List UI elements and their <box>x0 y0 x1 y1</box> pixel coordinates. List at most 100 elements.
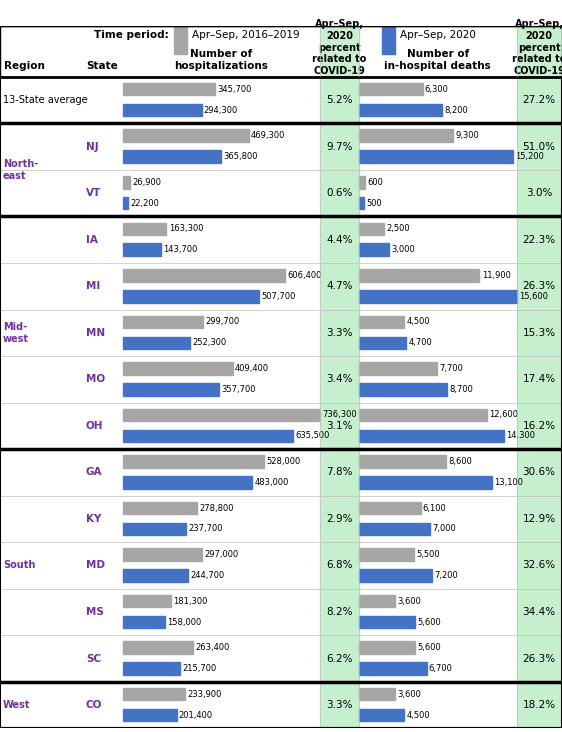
Text: 6,100: 6,100 <box>423 504 447 512</box>
Text: 237,700: 237,700 <box>189 524 223 534</box>
Bar <box>123 548 202 561</box>
Bar <box>123 569 188 582</box>
Bar <box>359 104 442 116</box>
Text: 158,000: 158,000 <box>167 618 201 627</box>
Text: 606,400: 606,400 <box>288 271 322 280</box>
Text: 7,200: 7,200 <box>434 571 457 580</box>
Bar <box>359 688 395 701</box>
Text: 0.6%: 0.6% <box>327 188 352 198</box>
Bar <box>123 176 130 189</box>
Text: 4,700: 4,700 <box>409 338 432 347</box>
Bar <box>359 455 446 468</box>
Text: 5,600: 5,600 <box>418 643 441 652</box>
Bar <box>123 337 191 349</box>
Bar <box>123 197 129 209</box>
Text: 13,100: 13,100 <box>494 478 523 487</box>
Text: 30.6%: 30.6% <box>523 468 555 477</box>
Bar <box>320 77 359 728</box>
Bar <box>359 595 395 608</box>
Text: 4,500: 4,500 <box>406 711 430 720</box>
Bar <box>123 641 193 654</box>
Text: 12.9%: 12.9% <box>523 514 555 524</box>
Text: North-
east: North- east <box>3 159 38 181</box>
Bar <box>123 595 171 608</box>
Text: 365,800: 365,800 <box>223 152 257 161</box>
Bar <box>359 523 430 535</box>
Text: 736,300: 736,300 <box>323 411 357 419</box>
Text: KY: KY <box>86 514 101 524</box>
Text: Number of
in-hospital deaths: Number of in-hospital deaths <box>384 49 491 71</box>
Text: 15,200: 15,200 <box>515 152 544 161</box>
Text: 215,700: 215,700 <box>183 664 217 673</box>
Text: 4.4%: 4.4% <box>326 235 353 244</box>
Text: 3.1%: 3.1% <box>326 421 353 431</box>
Text: South: South <box>3 561 35 570</box>
Bar <box>359 641 415 654</box>
Text: 2,500: 2,500 <box>386 224 410 234</box>
Text: 26,900: 26,900 <box>132 178 161 187</box>
Bar <box>123 523 187 535</box>
Text: Region: Region <box>4 61 45 71</box>
Bar <box>123 430 293 442</box>
Bar <box>359 337 406 349</box>
Text: 233,900: 233,900 <box>188 690 222 698</box>
Bar <box>123 290 259 302</box>
Text: 8,600: 8,600 <box>448 457 472 466</box>
Text: 4,500: 4,500 <box>406 318 430 326</box>
Text: 26.3%: 26.3% <box>523 281 555 291</box>
Text: Apr–Sep,
2020
percent
related to
COVID-19: Apr–Sep, 2020 percent related to COVID-1… <box>512 20 562 76</box>
Bar <box>123 476 252 489</box>
Bar <box>123 455 264 468</box>
Bar <box>359 569 432 582</box>
Text: 16.2%: 16.2% <box>523 421 555 431</box>
Bar <box>123 223 166 235</box>
Bar <box>359 290 517 302</box>
Bar <box>359 244 389 256</box>
Text: 600: 600 <box>367 178 383 187</box>
Bar <box>517 26 561 77</box>
Text: 297,000: 297,000 <box>205 550 239 559</box>
Bar <box>359 616 415 628</box>
Bar <box>359 408 487 421</box>
Text: 7,000: 7,000 <box>432 524 456 534</box>
Text: 11,900: 11,900 <box>482 271 510 280</box>
Text: MS: MS <box>86 607 104 617</box>
Bar <box>359 83 423 95</box>
Bar <box>123 83 215 95</box>
Bar <box>123 269 285 282</box>
Text: IA: IA <box>86 235 98 244</box>
Bar <box>359 176 365 189</box>
Bar <box>123 244 161 256</box>
Text: MI: MI <box>86 281 100 291</box>
Text: 5.2%: 5.2% <box>326 95 353 105</box>
Text: 8.2%: 8.2% <box>326 607 353 617</box>
Bar <box>123 130 248 142</box>
Text: 3.0%: 3.0% <box>526 188 552 198</box>
Text: 9,300: 9,300 <box>455 131 479 141</box>
Bar <box>359 315 404 328</box>
Text: Apr–Sep,
2020
percent
related to
COVID-19: Apr–Sep, 2020 percent related to COVID-1… <box>312 20 366 76</box>
Bar <box>359 383 447 395</box>
Text: GA: GA <box>86 468 102 477</box>
Text: 469,300: 469,300 <box>251 131 285 141</box>
Text: 6,700: 6,700 <box>429 664 453 673</box>
Text: 635,500: 635,500 <box>296 431 330 441</box>
Bar <box>320 26 359 77</box>
Text: 7.8%: 7.8% <box>326 468 353 477</box>
Text: VT: VT <box>86 188 101 198</box>
Text: 6.2%: 6.2% <box>326 654 353 663</box>
Bar <box>359 476 492 489</box>
Text: 6,300: 6,300 <box>425 85 448 94</box>
Text: 3,600: 3,600 <box>397 690 422 698</box>
Text: 9.7%: 9.7% <box>326 142 353 152</box>
Text: 3.3%: 3.3% <box>326 700 353 710</box>
Text: MN: MN <box>86 328 105 337</box>
Text: OH: OH <box>86 421 103 431</box>
Text: 299,700: 299,700 <box>205 318 239 326</box>
Text: Apr–Sep, 2016–2019: Apr–Sep, 2016–2019 <box>192 29 300 40</box>
Text: CO: CO <box>86 700 102 710</box>
Text: 294,300: 294,300 <box>204 105 238 115</box>
Text: Time period:: Time period: <box>94 29 169 40</box>
Text: 507,700: 507,700 <box>261 292 296 301</box>
Bar <box>123 150 221 163</box>
